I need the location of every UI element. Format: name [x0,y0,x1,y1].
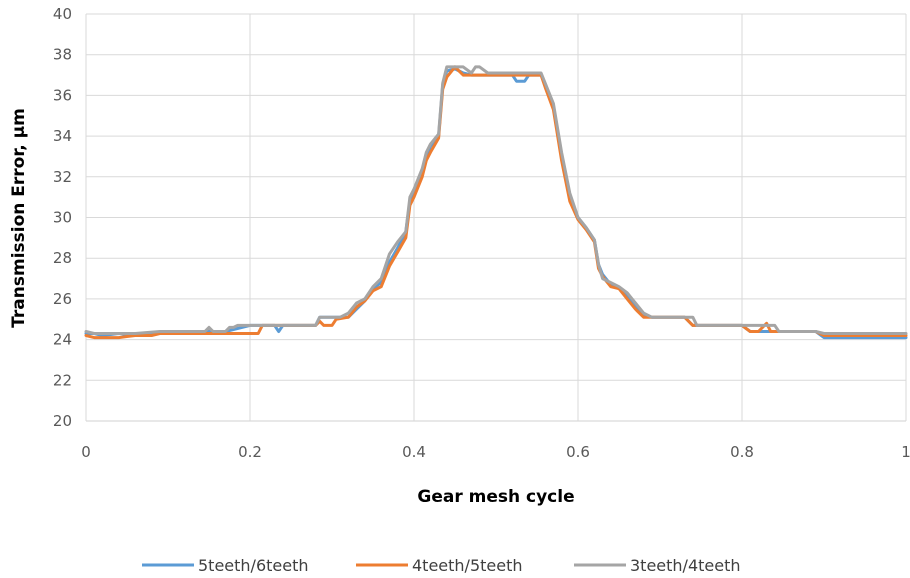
gridlines [85,13,907,422]
y-tick-label: 32 [53,168,72,186]
legend: 5teeth/6teeth 4teeth/5teeth 3teeth/4teeth [142,556,741,575]
legend-label: 5teeth/6teeth [198,556,309,575]
legend-label: 3teeth/4teeth [630,556,741,575]
x-axis-title: Gear mesh cycle [417,487,574,507]
y-tick-label: 36 [53,86,72,104]
legend-label: 4teeth/5teeth [412,556,523,575]
series-line-1 [84,67,908,340]
x-axis-ticks: 0 0.2 0.4 0.6 0.8 1 [81,443,910,461]
y-tick-label: 22 [53,371,72,389]
legend-item: 5teeth/6teeth [142,556,309,575]
y-axis-title: Transmission Error, μm [9,108,29,328]
x-tick-label: 0.4 [402,443,426,461]
y-tick-label: 38 [53,46,72,64]
y-tick-label: 40 [53,5,72,23]
x-tick-label: 0.8 [730,443,754,461]
y-tick-label: 30 [53,209,72,227]
x-tick-label: 0.6 [566,443,590,461]
y-tick-label: 34 [53,127,72,145]
series-line-2 [84,65,908,340]
y-tick-label: 24 [53,331,72,349]
y-tick-label: 20 [53,412,72,430]
legend-item: 4teeth/5teeth [356,556,523,575]
x-tick-label: 0.2 [238,443,262,461]
x-tick-label: 0 [81,443,91,461]
legend-item: 3teeth/4teeth [574,556,741,575]
y-tick-label: 28 [53,249,72,267]
y-tick-label: 26 [53,290,72,308]
series-line-3 [84,65,908,335]
y-axis-ticks: 20 22 24 26 28 30 32 34 36 38 40 [53,5,72,430]
x-tick-label: 1 [901,443,910,461]
series-lines [84,65,908,340]
